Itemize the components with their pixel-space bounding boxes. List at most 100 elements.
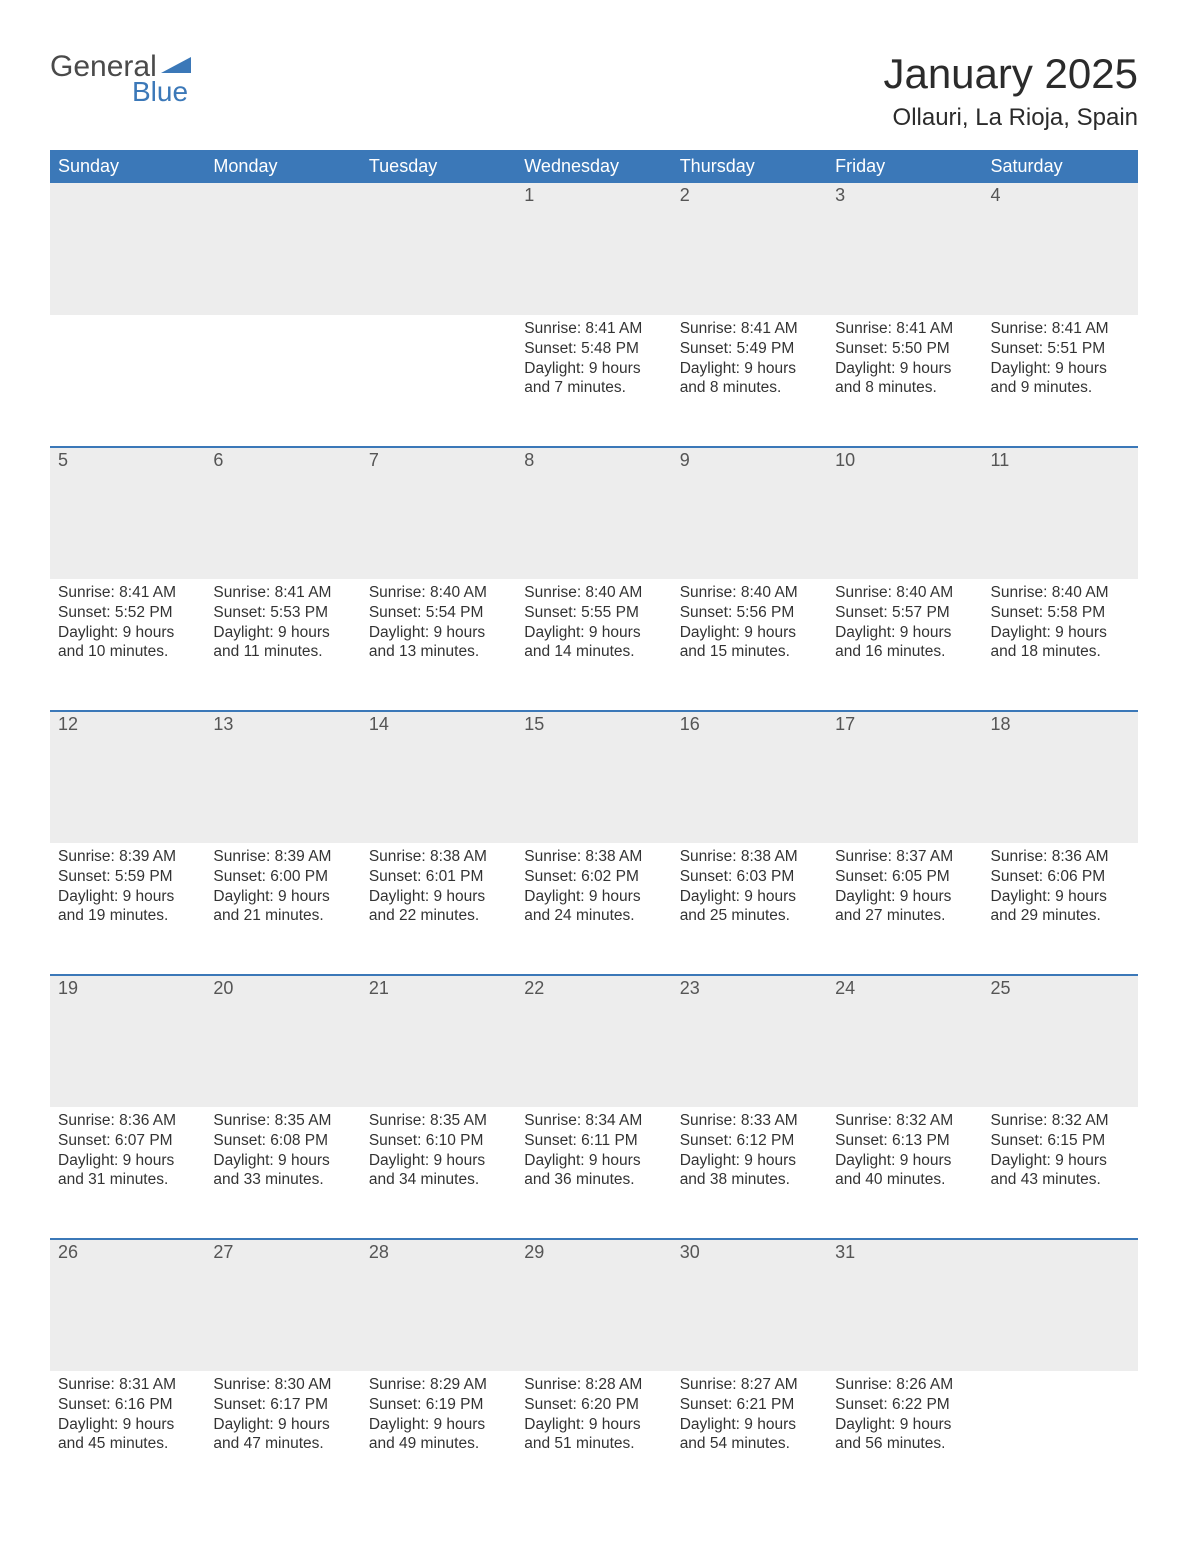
day-number-cell: 25 [983,975,1138,1107]
day-details: Sunrise: 8:31 AMSunset: 6:16 PMDaylight:… [50,1371,205,1464]
sunset-line: Sunset: 5:49 PM [680,339,819,359]
day-cell: Sunrise: 8:41 AMSunset: 5:50 PMDaylight:… [827,315,982,447]
day-cell: Sunrise: 8:40 AMSunset: 5:56 PMDaylight:… [672,579,827,711]
sunset-line: Sunset: 6:05 PM [835,867,974,887]
day-details: Sunrise: 8:41 AMSunset: 5:52 PMDaylight:… [50,579,205,672]
day-details: Sunrise: 8:34 AMSunset: 6:11 PMDaylight:… [516,1107,671,1200]
day-details: Sunrise: 8:40 AMSunset: 5:55 PMDaylight:… [516,579,671,672]
sunrise-line: Sunrise: 8:36 AM [58,1111,197,1131]
sunrise-line: Sunrise: 8:33 AM [680,1111,819,1131]
day-cell: Sunrise: 8:29 AMSunset: 6:19 PMDaylight:… [361,1371,516,1503]
daylight-line: Daylight: 9 hours and 16 minutes. [835,623,974,663]
day-number-cell: 10 [827,447,982,579]
day-cell: Sunrise: 8:39 AMSunset: 6:00 PMDaylight:… [205,843,360,975]
day-number-row: 1234 [50,183,1138,315]
day-body-row: Sunrise: 8:41 AMSunset: 5:48 PMDaylight:… [50,315,1138,447]
day-cell: Sunrise: 8:41 AMSunset: 5:48 PMDaylight:… [516,315,671,447]
daylight-line: Daylight: 9 hours and 22 minutes. [369,887,508,927]
sunrise-line: Sunrise: 8:41 AM [524,319,663,339]
day-number-cell: 28 [361,1239,516,1371]
day-number-cell: 8 [516,447,671,579]
sunrise-line: Sunrise: 8:41 AM [680,319,819,339]
day-cell [983,1371,1138,1503]
sunrise-line: Sunrise: 8:26 AM [835,1375,974,1395]
day-number-cell [50,183,205,315]
day-cell: Sunrise: 8:39 AMSunset: 5:59 PMDaylight:… [50,843,205,975]
day-number-cell: 17 [827,711,982,843]
day-number-cell: 21 [361,975,516,1107]
daylight-line: Daylight: 9 hours and 47 minutes. [213,1415,352,1455]
sunset-line: Sunset: 6:11 PM [524,1131,663,1151]
sunset-line: Sunset: 6:01 PM [369,867,508,887]
calendar-table: Sunday Monday Tuesday Wednesday Thursday… [50,150,1138,1503]
day-details: Sunrise: 8:38 AMSunset: 6:02 PMDaylight:… [516,843,671,936]
day-cell: Sunrise: 8:41 AMSunset: 5:52 PMDaylight:… [50,579,205,711]
day-number-cell: 1 [516,183,671,315]
day-header: Tuesday [361,150,516,183]
day-details: Sunrise: 8:35 AMSunset: 6:10 PMDaylight:… [361,1107,516,1200]
day-cell: Sunrise: 8:40 AMSunset: 5:57 PMDaylight:… [827,579,982,711]
sunset-line: Sunset: 6:22 PM [835,1395,974,1415]
day-details: Sunrise: 8:33 AMSunset: 6:12 PMDaylight:… [672,1107,827,1200]
day-cell: Sunrise: 8:41 AMSunset: 5:53 PMDaylight:… [205,579,360,711]
day-cell [50,315,205,447]
day-details: Sunrise: 8:40 AMSunset: 5:58 PMDaylight:… [983,579,1138,672]
sunset-line: Sunset: 5:57 PM [835,603,974,623]
sunset-line: Sunset: 6:19 PM [369,1395,508,1415]
day-cell: Sunrise: 8:33 AMSunset: 6:12 PMDaylight:… [672,1107,827,1239]
sunrise-line: Sunrise: 8:40 AM [524,583,663,603]
day-details: Sunrise: 8:40 AMSunset: 5:57 PMDaylight:… [827,579,982,672]
daylight-line: Daylight: 9 hours and 31 minutes. [58,1151,197,1191]
sunset-line: Sunset: 5:58 PM [991,603,1130,623]
daylight-line: Daylight: 9 hours and 24 minutes. [524,887,663,927]
day-cell: Sunrise: 8:35 AMSunset: 6:10 PMDaylight:… [361,1107,516,1239]
daylight-line: Daylight: 9 hours and 21 minutes. [213,887,352,927]
day-number-cell: 2 [672,183,827,315]
sunrise-line: Sunrise: 8:40 AM [680,583,819,603]
daylight-line: Daylight: 9 hours and 7 minutes. [524,359,663,399]
sunrise-line: Sunrise: 8:34 AM [524,1111,663,1131]
sunset-line: Sunset: 6:00 PM [213,867,352,887]
sunrise-line: Sunrise: 8:39 AM [58,847,197,867]
month-title: January 2025 [883,50,1138,98]
day-number-cell: 14 [361,711,516,843]
day-number-cell [983,1239,1138,1371]
daylight-line: Daylight: 9 hours and 51 minutes. [524,1415,663,1455]
sunrise-line: Sunrise: 8:35 AM [369,1111,508,1131]
day-header: Monday [205,150,360,183]
sunrise-line: Sunrise: 8:40 AM [369,583,508,603]
sunrise-line: Sunrise: 8:28 AM [524,1375,663,1395]
sunrise-line: Sunrise: 8:37 AM [835,847,974,867]
sunset-line: Sunset: 5:51 PM [991,339,1130,359]
day-details: Sunrise: 8:39 AMSunset: 6:00 PMDaylight:… [205,843,360,936]
daylight-line: Daylight: 9 hours and 10 minutes. [58,623,197,663]
sunrise-line: Sunrise: 8:40 AM [991,583,1130,603]
daylight-line: Daylight: 9 hours and 15 minutes. [680,623,819,663]
logo: General Blue [50,50,195,108]
sunset-line: Sunset: 6:02 PM [524,867,663,887]
day-details: Sunrise: 8:41 AMSunset: 5:51 PMDaylight:… [983,315,1138,408]
daylight-line: Daylight: 9 hours and 18 minutes. [991,623,1130,663]
daylight-line: Daylight: 9 hours and 13 minutes. [369,623,508,663]
day-header: Wednesday [516,150,671,183]
day-details: Sunrise: 8:41 AMSunset: 5:48 PMDaylight:… [516,315,671,408]
day-body-row: Sunrise: 8:39 AMSunset: 5:59 PMDaylight:… [50,843,1138,975]
sunset-line: Sunset: 6:21 PM [680,1395,819,1415]
sunset-line: Sunset: 6:16 PM [58,1395,197,1415]
daylight-line: Daylight: 9 hours and 36 minutes. [524,1151,663,1191]
sunset-line: Sunset: 6:17 PM [213,1395,352,1415]
day-cell: Sunrise: 8:40 AMSunset: 5:54 PMDaylight:… [361,579,516,711]
day-number-cell: 29 [516,1239,671,1371]
daylight-line: Daylight: 9 hours and 40 minutes. [835,1151,974,1191]
daylight-line: Daylight: 9 hours and 54 minutes. [680,1415,819,1455]
day-number-cell: 20 [205,975,360,1107]
day-header: Thursday [672,150,827,183]
day-header-row: Sunday Monday Tuesday Wednesday Thursday… [50,150,1138,183]
day-number-cell: 3 [827,183,982,315]
day-details: Sunrise: 8:32 AMSunset: 6:13 PMDaylight:… [827,1107,982,1200]
day-cell: Sunrise: 8:34 AMSunset: 6:11 PMDaylight:… [516,1107,671,1239]
daylight-line: Daylight: 9 hours and 38 minutes. [680,1151,819,1191]
day-number-cell: 11 [983,447,1138,579]
sunset-line: Sunset: 5:54 PM [369,603,508,623]
day-cell: Sunrise: 8:40 AMSunset: 5:58 PMDaylight:… [983,579,1138,711]
